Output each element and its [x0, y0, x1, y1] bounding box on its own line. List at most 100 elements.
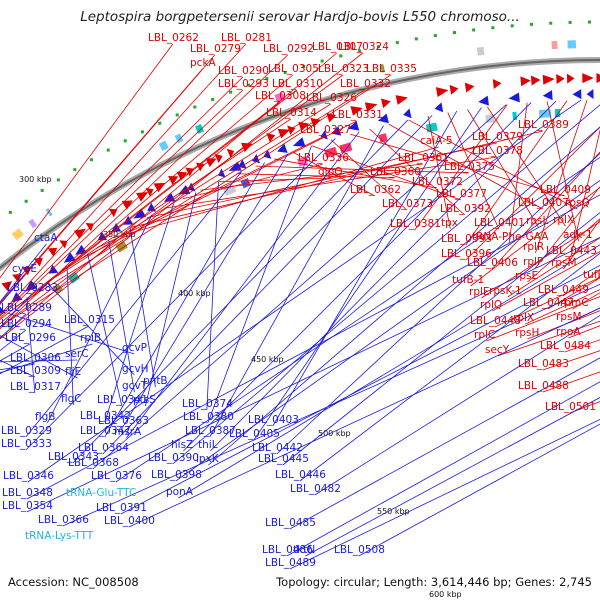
- forward-gene-label-leader: [30, 101, 281, 296]
- reverse-gene-label: pntB: [143, 375, 168, 387]
- forward-gene-arrow: [176, 171, 187, 181]
- forward-gene-label-leader: [0, 89, 244, 319]
- reverse-gene-label-leader: [0, 243, 47, 303]
- reverse-gene-label-leader: [102, 114, 433, 455]
- forward-gene-arrow: [47, 247, 58, 257]
- forward-gene-arrow: [350, 106, 363, 116]
- forward-gene-label: rpsE: [515, 270, 538, 282]
- forward-gene-label-leader: [0, 54, 289, 330]
- reverse-gene-label: LBL_0446: [275, 469, 326, 481]
- forward-gene-label: tRNA-Phe-GAA: [472, 231, 549, 243]
- gc-marker: [229, 90, 233, 94]
- map-title: Leptospira borgpetersenii serovar Hardjo…: [80, 9, 520, 25]
- forward-gene-label: rplC: [474, 329, 495, 341]
- gc-marker: [265, 77, 269, 81]
- forward-gene-label: LBL_0375: [444, 161, 495, 173]
- reverse-gene-label: flgC: [61, 393, 82, 405]
- reverse-gene-label: LBL_0342: [80, 410, 131, 422]
- scale-tick-label: 350 kbp: [103, 230, 136, 239]
- reverse-gene-arrow: [147, 202, 157, 212]
- forward-gene-arrow: [364, 102, 378, 113]
- forward-gene-label: rpoA: [556, 326, 581, 338]
- gc-marker: [549, 21, 553, 25]
- reverse-gene-label-leader: [0, 335, 78, 379]
- forward-gene-arrow: [226, 148, 235, 159]
- forward-gene-label-leader: [330, 139, 408, 211]
- reverse-gene-label-leader: [0, 363, 35, 371]
- reverse-gene-label: LBL_0368: [68, 457, 119, 469]
- gc-marker: [320, 59, 324, 63]
- gc-marker: [247, 83, 251, 87]
- reverse-gene-arrow: [586, 88, 594, 99]
- reverse-gene-label-leader: [87, 253, 123, 407]
- reverse-gene-label: gcvT: [122, 380, 148, 392]
- forward-gene-label-leader: [470, 186, 600, 287]
- reverse-gene-label-leader: [272, 110, 458, 427]
- forward-gene-label: LBL_0262: [148, 32, 199, 44]
- reverse-gene-arrow: [133, 208, 147, 219]
- forward-gene-label: LBL_0314: [266, 107, 317, 119]
- forward-gene-label: rplX: [553, 214, 574, 226]
- forward-gene-label: LBL_0389: [518, 119, 569, 131]
- reverse-gene-arrow: [63, 252, 76, 263]
- scale-tick-label: 400 kbp: [178, 289, 211, 298]
- forward-gene-arrow: [85, 222, 94, 232]
- cog-block-outer: [476, 46, 485, 56]
- reverse-gene-label-leader: [0, 325, 89, 375]
- reverse-gene-label-leader: [0, 359, 78, 363]
- forward-gene-label-leader: [414, 104, 508, 231]
- reverse-gene-label-leader: [282, 212, 600, 466]
- forward-gene-label-leader: [62, 118, 292, 272]
- forward-gene-label: LBL_0483: [518, 358, 569, 370]
- forward-gene-label: tufB-1: [452, 274, 484, 286]
- reverse-gene-label-leader: [66, 267, 74, 406]
- forward-gene-label: LBL_0361: [398, 152, 449, 164]
- reverse-gene-arrow: [218, 168, 226, 178]
- reverse-gene-label: LBL_0364: [78, 442, 129, 454]
- reverse-gene-label: LBL_0405: [229, 428, 280, 440]
- cog-block-outer: [195, 124, 205, 134]
- forward-gene-arrow: [298, 121, 309, 132]
- forward-gene-arrow: [464, 82, 475, 93]
- reverse-gene-arrow: [277, 143, 288, 153]
- reverse-gene-label-leader: [129, 227, 156, 388]
- forward-gene-label: LBL_0336: [298, 152, 349, 164]
- cog-block-outer: [567, 40, 577, 49]
- forward-gene-label: LBL_0407: [518, 197, 569, 209]
- reverse-gene-label: LBL_0317: [10, 381, 61, 393]
- forward-gene-arrow: [1, 281, 13, 292]
- gc-marker: [8, 210, 12, 214]
- reverse-gene-label: LBL_0442: [252, 442, 303, 454]
- forward-gene-arrow: [530, 75, 541, 86]
- forward-gene-label: LBL_0292: [263, 43, 314, 55]
- reverse-gene-label: rpiB: [80, 332, 101, 344]
- reverse-gene-label: LBL_0380: [183, 411, 234, 423]
- forward-gene-label: LBL_0443: [546, 245, 597, 257]
- forward-gene-label-leader: [200, 163, 423, 191]
- scale-tick-label: 500 kbp: [318, 429, 351, 438]
- gc-marker: [376, 45, 380, 49]
- reverse-gene-label: LBL_0363: [98, 415, 149, 427]
- forward-gene-label: rpsQ: [565, 197, 590, 209]
- trna-label: tRNA-Glu-TTC: [66, 487, 136, 499]
- reverse-gene-label-leader: [289, 357, 600, 530]
- reverse-gene-arrow: [237, 159, 247, 169]
- forward-gene-label: rplR: [523, 241, 544, 253]
- forward-gene-arrow: [395, 95, 408, 105]
- reverse-gene-label-leader: [108, 240, 135, 393]
- reverse-gene-label-leader: [286, 381, 600, 557]
- forward-gene-arrow: [145, 187, 154, 197]
- reverse-gene-label: LBL_0294: [1, 318, 52, 330]
- reverse-gene-label-leader: [128, 307, 600, 528]
- reverse-gene-label: ctaA: [34, 232, 58, 244]
- cog-block-outer: [174, 133, 184, 144]
- reverse-gene-label: LBL_0348: [2, 487, 53, 499]
- forward-gene-label: LBL_0331: [332, 109, 383, 121]
- forward-gene-label-leader: [311, 145, 461, 201]
- forward-gene-label: rpsL: [526, 215, 548, 227]
- forward-gene-label-leader: [467, 109, 539, 228]
- reverse-gene-label: LBL_0387: [185, 425, 236, 437]
- reverse-gene-label: cyoE: [12, 263, 37, 275]
- forward-gene-label-leader: [508, 102, 528, 244]
- reverse-gene-label-leader: [178, 244, 600, 499]
